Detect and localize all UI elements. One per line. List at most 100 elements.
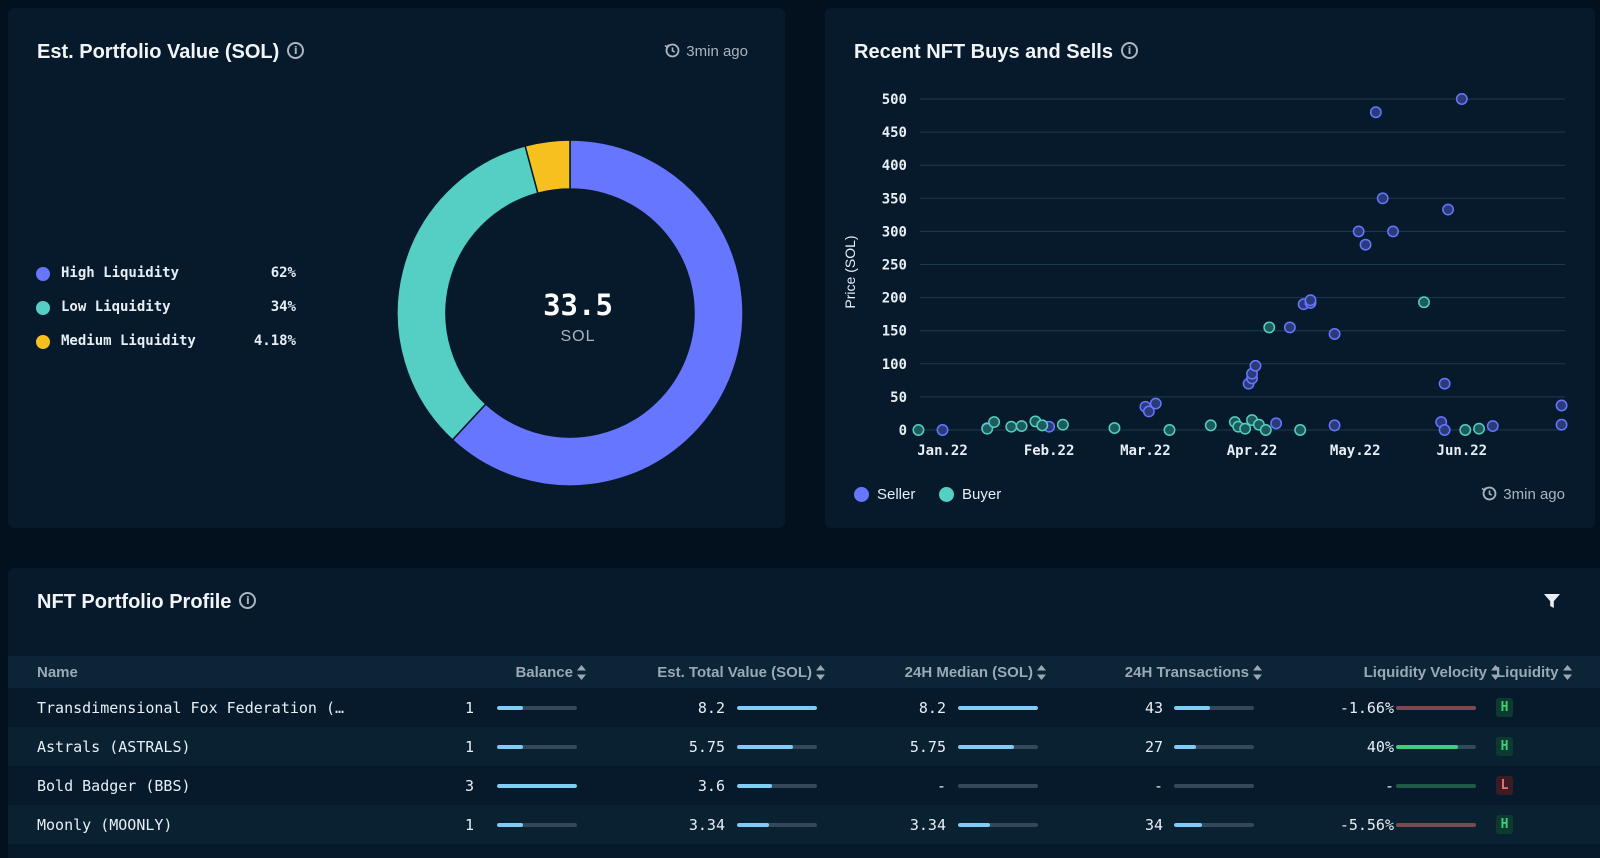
y-tick-label: 200 (882, 291, 907, 307)
portfolio-unit: SOL (560, 328, 596, 345)
seller-point[interactable] (1438, 377, 1451, 390)
seller-point[interactable] (1438, 424, 1451, 436)
info-icon[interactable]: i (239, 592, 257, 610)
seller-point[interactable] (1328, 328, 1341, 340)
column-liquidity[interactable]: Liquidity (1496, 664, 1572, 681)
liquidity-donut-chart[interactable] (8, 8, 785, 528)
buyer-point[interactable] (1259, 424, 1272, 436)
legend-seller[interactable]: Seller (854, 486, 915, 503)
buyer-point[interactable] (1239, 422, 1252, 435)
sort-icon[interactable] (1491, 664, 1500, 680)
info-icon[interactable]: i (1120, 42, 1138, 60)
seller-point[interactable] (1486, 420, 1499, 432)
legend-label: Low Liquidity (61, 299, 171, 315)
buyer-point[interactable] (1056, 418, 1069, 431)
filter-icon[interactable] (1543, 593, 1561, 609)
buyer-point[interactable] (1418, 296, 1430, 309)
seller-point[interactable] (1249, 359, 1262, 372)
column-name[interactable]: Name (37, 664, 78, 681)
buyer-point[interactable] (1015, 420, 1028, 432)
median-value: 8.2 (918, 699, 946, 717)
seller-point[interactable] (1142, 405, 1155, 418)
buyer-point[interactable] (1459, 424, 1472, 436)
buys-sells-scatter-chart[interactable]: 0 50 100 150 200 250 300 350 400 450 500 Jan.22 Feb.… (825, 8, 1595, 478)
sort-icon[interactable] (577, 664, 586, 680)
seller-point[interactable] (1359, 238, 1372, 251)
column-balance[interactable]: Balance (515, 664, 586, 681)
x-tick-label: Mar.22 (1120, 443, 1171, 459)
bar-fill (1174, 823, 1202, 827)
buyer-point[interactable] (1294, 424, 1307, 436)
legend-high-liquidity: High Liquidity 62% (36, 264, 296, 284)
refresh-clock-icon (1481, 486, 1497, 501)
column-velocity[interactable]: Liquidity Velocity (1364, 664, 1500, 681)
profile-title: NFT Portfolio Profile i (37, 591, 257, 614)
buyer-point[interactable] (1263, 321, 1276, 334)
sort-icon[interactable] (1037, 664, 1046, 680)
buyer-point[interactable] (1108, 422, 1121, 434)
seller-point[interactable] (1442, 203, 1455, 216)
seller-point[interactable] (1304, 294, 1317, 307)
column-transactions[interactable]: 24H Transactions (1125, 664, 1262, 681)
column-total-value[interactable]: Est. Total Value (SOL) (657, 664, 825, 681)
sort-icon[interactable] (1562, 664, 1572, 680)
total-value: 5.75 (688, 738, 725, 756)
portfolio-updated-text: 3min ago (686, 43, 748, 60)
collection-name[interactable]: Transdimensional Fox Federation (… (37, 699, 345, 717)
buyer-point[interactable] (912, 424, 925, 436)
info-icon[interactable]: i (287, 42, 305, 60)
seller-point[interactable] (1369, 106, 1382, 119)
buyer-point[interactable] (1163, 424, 1176, 436)
seller-point[interactable] (1387, 225, 1399, 238)
seller-point[interactable] (1352, 225, 1365, 238)
transactions-value: - (1153, 777, 1163, 795)
buyer-point[interactable] (1036, 419, 1049, 432)
buyer-point[interactable] (1005, 420, 1018, 433)
grid-lines (920, 98, 1565, 431)
seller-point[interactable] (1270, 417, 1283, 430)
velocity-value: 40% (1366, 738, 1394, 756)
balance-value: 1 (464, 699, 474, 717)
seller-point[interactable] (1328, 419, 1341, 432)
buyer-point[interactable] (988, 416, 1001, 429)
sort-icon[interactable] (1253, 664, 1262, 680)
portfolio-updated: 3min ago (664, 43, 748, 60)
legend-dot (36, 301, 50, 315)
median-bar (958, 823, 1038, 827)
bar-fill (497, 823, 524, 827)
table-row[interactable]: Astrals (ASTRALS) 1 5.75 5.75 27 40% H (8, 727, 1600, 766)
seller-point[interactable] (1376, 192, 1389, 205)
legend-buyer[interactable]: Buyer (939, 486, 1001, 503)
table-row[interactable]: Bold Badger (BBS) 3 3.6 - - - L (8, 766, 1600, 805)
profile-title-text: NFT Portfolio Profile (37, 591, 232, 613)
legend-dot (854, 486, 869, 502)
seller-point[interactable] (1283, 321, 1296, 334)
median-value: - (936, 777, 946, 795)
refresh-clock-icon (664, 43, 680, 58)
collection-name[interactable]: Moonly (MOONLY) (37, 816, 173, 834)
portfolio-total-value: 33.5 (543, 288, 613, 322)
buyer-point[interactable] (1473, 422, 1485, 435)
seller-point[interactable] (1555, 418, 1568, 431)
seller-point[interactable] (1455, 93, 1468, 105)
liquidity-badge: H (1496, 815, 1513, 834)
seller-point[interactable] (936, 424, 949, 436)
legend-label: Seller (877, 486, 916, 503)
table-row[interactable]: Moonly (MOONLY) 1 3.34 3.34 34 -5.56% H (8, 805, 1600, 844)
transactions-value: 43 (1144, 699, 1163, 717)
collection-name[interactable]: Astrals (ASTRALS) (37, 738, 191, 756)
y-tick-label: 500 (882, 92, 907, 108)
table-row[interactable]: Transdimensional Fox Federation (… 1 8.2 8.… (8, 688, 1600, 727)
buyer-point[interactable] (1204, 419, 1217, 432)
column-median[interactable]: 24H Median (SOL) (905, 664, 1046, 681)
bar-fill (497, 784, 577, 788)
sort-icon[interactable] (816, 664, 825, 680)
seller-point[interactable] (1555, 399, 1568, 412)
velocity-bar (1396, 823, 1476, 827)
donut-slice-high-liquidity[interactable] (451, 139, 744, 487)
seller-point[interactable] (1149, 397, 1162, 410)
donut-slice-low-liquidity[interactable] (396, 144, 539, 441)
collection-name[interactable]: Bold Badger (BBS) (37, 777, 191, 795)
donut-slice-medium-liquidity[interactable] (524, 139, 571, 195)
y-tick-label: 150 (882, 324, 907, 340)
